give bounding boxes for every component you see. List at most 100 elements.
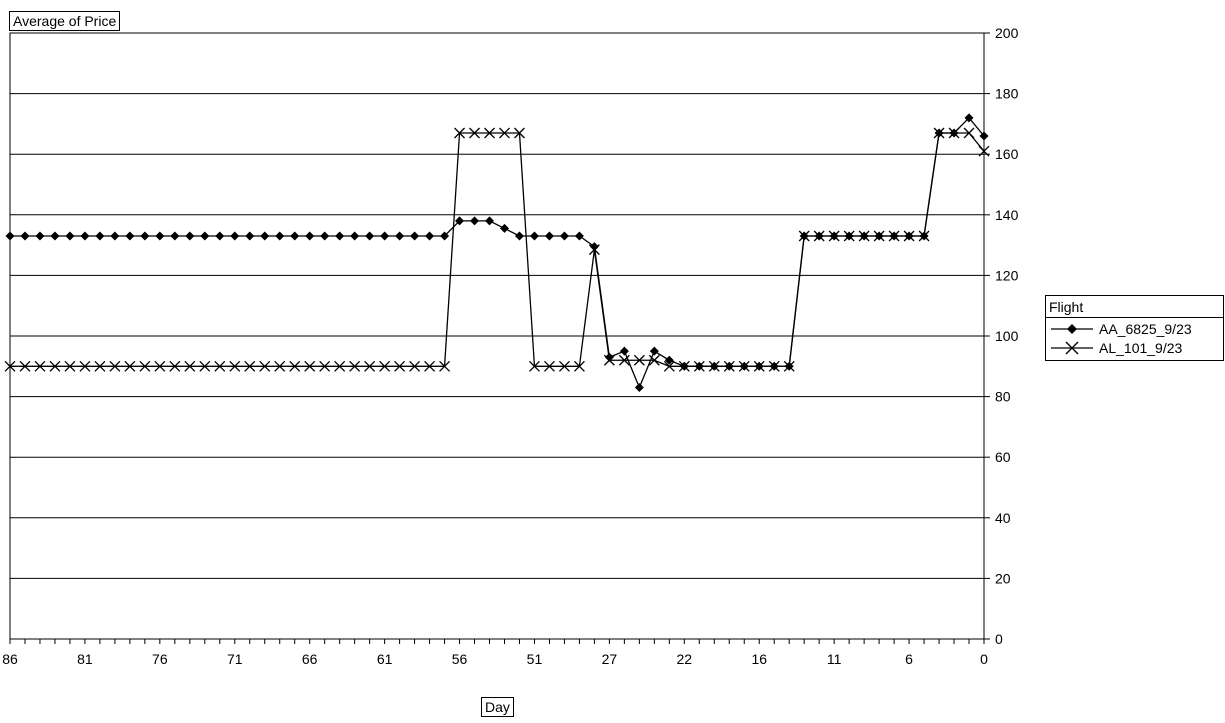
data-point <box>199 360 211 372</box>
data-point <box>304 360 316 372</box>
data-point <box>170 231 180 241</box>
data-point <box>798 230 810 242</box>
data-point <box>573 360 585 372</box>
legend: Flight AA_6825_9/23 AL_101_9/23 <box>1045 295 1224 361</box>
y-axis: 0 20 40 60 80 100 120 140 160 180 200 <box>984 25 1019 647</box>
data-point <box>305 231 315 241</box>
x-tick-label: 0 <box>980 651 988 667</box>
data-point <box>334 360 346 372</box>
legend-label: AL_101_9/23 <box>1099 340 1183 356</box>
y-tick-label: 120 <box>995 267 1019 283</box>
x-tick-label: 27 <box>602 651 618 667</box>
x-tick-label: 76 <box>152 651 168 667</box>
data-point <box>65 231 75 241</box>
series-1 <box>4 127 990 372</box>
y-axis-field-button[interactable]: Average of Price <box>9 11 121 31</box>
data-point <box>425 231 435 241</box>
data-point <box>109 360 121 372</box>
data-point <box>948 127 960 139</box>
data-point <box>110 231 120 241</box>
data-point <box>260 231 270 241</box>
data-point <box>274 360 286 372</box>
data-point <box>289 360 301 372</box>
data-point <box>50 231 60 241</box>
y-tick-label: 100 <box>995 328 1019 344</box>
x-axis-field-button[interactable]: Day <box>481 697 514 717</box>
data-point <box>485 216 495 226</box>
data-point <box>619 346 629 356</box>
data-point <box>215 231 225 241</box>
data-point <box>440 231 450 241</box>
data-point <box>140 231 150 241</box>
data-point <box>214 360 226 372</box>
data-point <box>978 145 990 157</box>
data-point <box>813 230 825 242</box>
legend-divider <box>1046 317 1223 318</box>
legend-title[interactable]: Flight <box>1049 299 1084 315</box>
data-point <box>663 360 675 372</box>
data-point <box>380 231 390 241</box>
data-point <box>649 346 659 356</box>
data-point <box>184 360 196 372</box>
data-point <box>365 231 375 241</box>
y-tick-label: 20 <box>995 570 1011 586</box>
data-point <box>350 231 360 241</box>
data-point <box>275 231 285 241</box>
x-axis: 86 81 76 71 66 61 56 51 27 22 16 11 6 0 <box>2 639 988 667</box>
gridlines <box>10 93 984 579</box>
data-point <box>514 127 525 139</box>
data-point <box>49 360 61 372</box>
data-point <box>80 231 90 241</box>
data-point <box>544 231 554 241</box>
data-point <box>559 231 569 241</box>
data-point <box>95 231 105 241</box>
data-point <box>903 230 915 242</box>
x-tick-label: 61 <box>377 651 393 667</box>
data-point <box>484 127 495 139</box>
series-line <box>10 132 985 367</box>
data-point <box>738 360 750 372</box>
series-layer <box>4 113 990 393</box>
legend-label: AA_6825_9/23 <box>1099 321 1192 337</box>
data-point <box>543 360 555 372</box>
data-point <box>558 360 570 372</box>
data-point <box>723 360 735 372</box>
data-point <box>19 360 31 372</box>
data-point <box>828 230 840 242</box>
data-point <box>499 127 510 139</box>
x-tick-label: 6 <box>905 651 913 667</box>
data-point <box>454 127 465 139</box>
data-point <box>588 244 600 256</box>
data-point <box>139 360 151 372</box>
data-point <box>4 360 16 372</box>
data-point <box>768 360 780 372</box>
data-point <box>678 360 690 372</box>
data-point <box>335 231 345 241</box>
data-point <box>319 360 331 372</box>
data-point <box>259 360 271 372</box>
data-point <box>409 360 421 372</box>
data-point <box>244 360 256 372</box>
data-point <box>200 231 210 241</box>
y-tick-label: 160 <box>995 146 1019 162</box>
data-point <box>155 231 165 241</box>
y-tick-label: 40 <box>995 510 1011 526</box>
data-point <box>124 360 136 372</box>
x-tick-label: 16 <box>751 651 767 667</box>
x-tick-label: 11 <box>827 651 842 667</box>
data-point <box>529 231 539 241</box>
data-point <box>394 360 406 372</box>
x-tick-label: 51 <box>527 651 543 667</box>
data-point <box>349 360 361 372</box>
data-point <box>245 231 255 241</box>
data-point <box>395 231 405 241</box>
data-point <box>290 231 300 241</box>
data-point <box>603 354 615 366</box>
y-tick-label: 140 <box>995 207 1019 223</box>
data-point <box>858 230 870 242</box>
data-point <box>708 360 720 372</box>
x-marker-icon <box>1051 341 1093 355</box>
data-point <box>424 360 436 372</box>
y-tick-label: 200 <box>995 25 1019 41</box>
